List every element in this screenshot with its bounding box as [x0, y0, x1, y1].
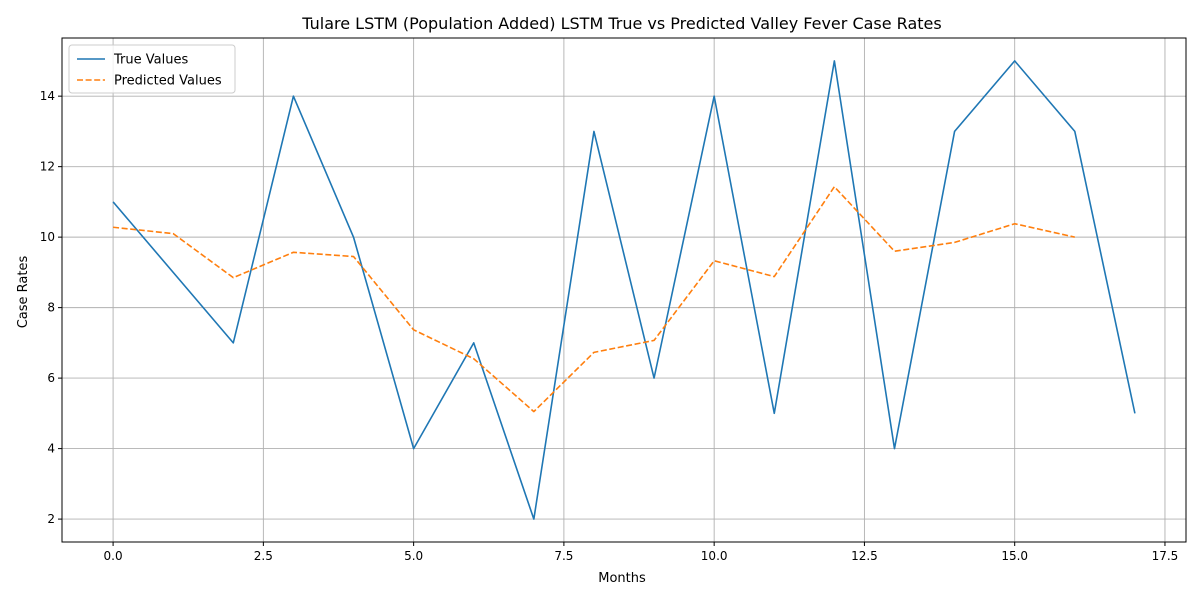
- y-tick-label: 6: [47, 371, 55, 385]
- y-tick-label: 2: [47, 512, 55, 526]
- grid: [62, 38, 1186, 542]
- y-tick-label: 10: [40, 230, 55, 244]
- x-tick-label: 5.0: [404, 549, 423, 563]
- x-tick-label: 15.0: [1001, 549, 1028, 563]
- x-tick-label: 7.5: [554, 549, 573, 563]
- x-axis-ticks: 0.0 2.5 5.0 7.5 10.0 12.5 15.0 17.5: [104, 542, 1179, 563]
- y-axis-ticks: 2 4 6 8 10 12 14: [40, 89, 62, 526]
- x-tick-label: 12.5: [851, 549, 878, 563]
- y-tick-label: 12: [40, 160, 55, 174]
- series-layer: [112, 60, 1136, 520]
- plot-frame: [61, 37, 1187, 543]
- x-tick-label: 2.5: [254, 549, 273, 563]
- x-tick-label: 10.0: [701, 549, 728, 563]
- x-tick-label: 0.0: [104, 549, 123, 563]
- legend: True Values Predicted Values: [68, 44, 236, 94]
- series-line-predicted-values: [113, 185, 1075, 413]
- y-tick-label: 14: [40, 89, 55, 103]
- x-axis-label: Months: [598, 571, 646, 586]
- x-tick-label: 17.5: [1152, 549, 1179, 563]
- y-axis-label: Case Rates: [16, 256, 31, 329]
- legend-box: [68, 44, 236, 94]
- series-line-true-values: [112, 60, 1136, 520]
- chart-title: Tulare LSTM (Population Added) LSTM True…: [301, 14, 941, 33]
- y-tick-label: 8: [47, 301, 55, 315]
- legend-label: True Values: [113, 53, 188, 68]
- y-tick-label: 4: [47, 442, 55, 456]
- legend-label: Predicted Values: [114, 74, 222, 89]
